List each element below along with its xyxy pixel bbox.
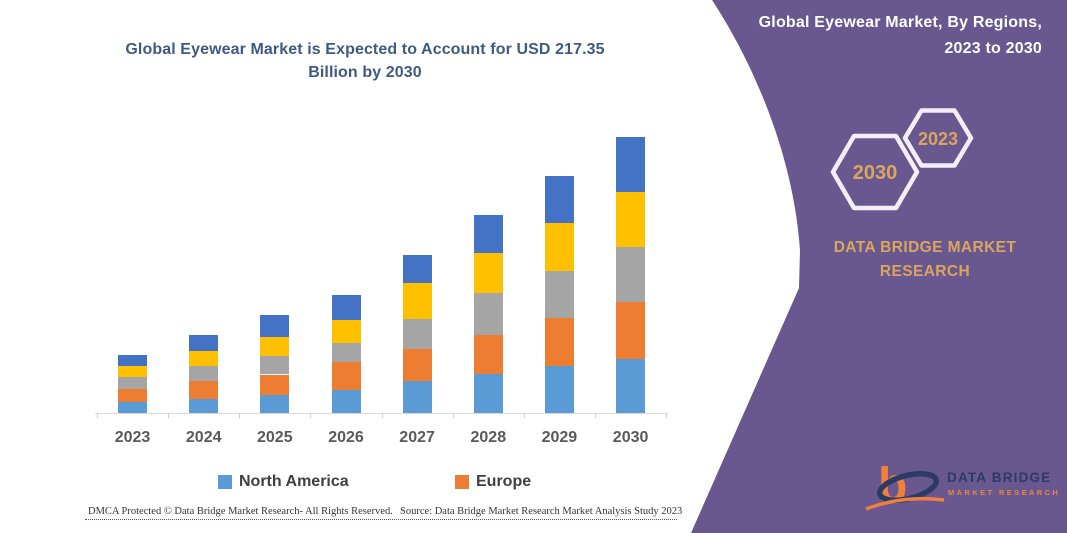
- bar-2023-segment-north-america: [118, 402, 147, 413]
- bar-2024-segment-unlabeled-yellow: [189, 350, 219, 367]
- legend-label: Europe: [476, 473, 532, 490]
- x-axis-label-2025: 2025: [257, 429, 293, 446]
- bar-2028-segment-europe: [473, 335, 503, 375]
- bar-2030-segment-unlabeled-yellow: [616, 191, 646, 247]
- bar-2024-segment-unlabeled-gray: [189, 366, 219, 382]
- bar-2025-segment-unlabeled-yellow: [260, 336, 290, 356]
- legend-label: North America: [239, 473, 349, 490]
- x-axis-tick: [595, 413, 596, 418]
- x-axis-tick: [96, 413, 98, 418]
- legend-swatch-icon: [455, 475, 469, 489]
- x-axis-label-2028: 2028: [470, 429, 507, 446]
- bar-2025-segment-unlabeled-gray: [260, 355, 290, 375]
- bar-2023-segment-unlabeled-yellow: [118, 365, 147, 378]
- bar-2029-segment-unlabeled-gray: [544, 271, 574, 319]
- hexagon-2023: [902, 108, 974, 168]
- bar-2030-segment-unlabeled-gray: [616, 246, 646, 303]
- bar-2023-segment-unlabeled-gray: [118, 377, 147, 389]
- hexagon-2030: [830, 133, 920, 211]
- bar-2023-segment-europe: [118, 389, 147, 403]
- bar-2027-segment-europe: [402, 348, 432, 381]
- logo-subtitle-text: MARKET RESEARCH: [948, 488, 1061, 497]
- bar-2028-segment-unlabeled-yellow: [473, 252, 503, 294]
- x-axis-label-2026: 2026: [328, 429, 364, 446]
- x-axis-tick: [452, 413, 454, 418]
- plot-area: 2023 2024 2025 2026 2027 2028 2029 2030: [95, 136, 668, 446]
- bar-2024-segment-north-america: [189, 399, 219, 413]
- bar-2027-segment-unlabeled-gray: [402, 318, 432, 349]
- bar-2027-segment-north-america: [402, 381, 432, 413]
- bar-2025-segment-north-america: [260, 394, 290, 413]
- side-panel-shape: [691, 0, 1067, 533]
- bar-2023-segment-unlabeled-darkblue: [118, 354, 147, 366]
- bar-2026-segment-unlabeled-gray: [331, 343, 361, 363]
- bar-2030-segment-unlabeled-darkblue: [616, 136, 646, 192]
- x-axis-tick: [239, 413, 241, 418]
- x-axis-label-2027: 2027: [399, 429, 435, 446]
- bar-2029-segment-europe: [544, 318, 574, 366]
- hexagon-2023-label: 2023: [918, 129, 958, 149]
- dmca-footer-text: DMCA Protected © Data Bridge Market Rese…: [88, 506, 393, 517]
- footer-divider: [85, 519, 677, 520]
- bar-2029-segment-unlabeled-darkblue: [544, 175, 574, 224]
- bar-2028-segment-north-america: [473, 374, 503, 413]
- legend-swatch-icon: [218, 475, 232, 489]
- x-axis-tick: [523, 413, 525, 418]
- brand-name-text: DATA BRIDGE MARKET RESEARCH: [833, 239, 1017, 281]
- bar-2030-segment-north-america: [616, 359, 646, 413]
- bar-2026-segment-north-america: [331, 390, 361, 413]
- legend-item-north-america: North America: [218, 473, 349, 491]
- bar-2025-segment-europe: [260, 374, 290, 395]
- logo-title-text: DATA BRIDGE: [947, 470, 1052, 485]
- x-axis-tick: [168, 413, 170, 418]
- chart-legend: North America Europe: [0, 473, 700, 493]
- bar-2029-segment-unlabeled-yellow: [544, 223, 574, 271]
- legend-item-europe: Europe: [455, 473, 531, 491]
- x-axis-tick: [666, 413, 668, 418]
- data-bridge-logo-icon: b: [865, 459, 945, 512]
- x-axis-tick: [310, 413, 312, 418]
- bar-2026-segment-unlabeled-darkblue: [331, 294, 361, 320]
- bar-2030-segment-europe: [616, 302, 646, 360]
- bar-2026-segment-europe: [331, 362, 361, 390]
- bar-2024-segment-unlabeled-darkblue: [189, 335, 219, 351]
- bar-2027-segment-unlabeled-darkblue: [402, 254, 432, 283]
- bar-2027-segment-unlabeled-yellow: [402, 282, 432, 319]
- bar-2028-segment-unlabeled-gray: [473, 293, 503, 336]
- x-axis-tick: [381, 413, 383, 418]
- x-axis-label-2030: 2030: [612, 429, 649, 446]
- source-footer-text: Source: Data Bridge Market Research Mark…: [400, 506, 683, 517]
- bar-2024-segment-europe: [189, 381, 219, 399]
- hexagon-2030-label: 2030: [853, 162, 898, 184]
- x-axis-label-2023: 2023: [114, 429, 151, 446]
- chart-title: Global Eyewear Market is Expected to Acc…: [125, 41, 605, 82]
- x-axis-label-2024: 2024: [185, 429, 222, 446]
- bar-2025-segment-unlabeled-darkblue: [260, 315, 290, 337]
- bar-2028-segment-unlabeled-darkblue: [473, 215, 503, 253]
- x-axis-label-2029: 2029: [541, 429, 578, 446]
- bar-2029-segment-north-america: [544, 365, 574, 413]
- side-panel-heading: Global Eyewear Market, By Regions, 2023 …: [758, 14, 1042, 57]
- bar-2026-segment-unlabeled-yellow: [331, 319, 361, 344]
